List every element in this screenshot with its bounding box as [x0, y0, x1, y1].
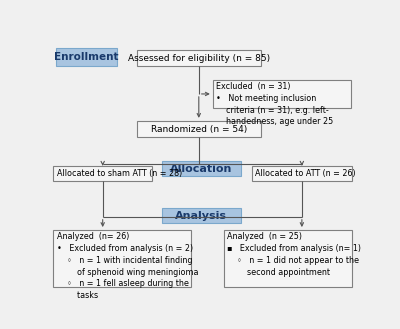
- Text: Analysis: Analysis: [175, 211, 227, 221]
- Text: Excluded  (n = 31)
•   Not meeting inclusion
    criteria (n = 31), e.g. left-
 : Excluded (n = 31) • Not meeting inclusio…: [216, 82, 334, 126]
- Text: Allocation: Allocation: [170, 164, 232, 174]
- FancyBboxPatch shape: [252, 166, 352, 181]
- FancyBboxPatch shape: [162, 161, 241, 176]
- FancyBboxPatch shape: [213, 80, 351, 108]
- Text: Randomized (n = 54): Randomized (n = 54): [151, 125, 247, 134]
- Text: Enrollment: Enrollment: [54, 52, 119, 62]
- FancyBboxPatch shape: [137, 121, 261, 137]
- FancyBboxPatch shape: [137, 50, 261, 66]
- FancyBboxPatch shape: [53, 230, 191, 287]
- FancyBboxPatch shape: [224, 230, 352, 287]
- Text: Analyzed  (n= 26)
•   Excluded from analysis (n = 2)
    ◦   n = 1 with incident: Analyzed (n= 26) • Excluded from analysi…: [57, 232, 198, 300]
- Text: Analyzed  (n = 25)
▪   Excluded from analysis (n= 1)
    ◦   n = 1 did not appea: Analyzed (n = 25) ▪ Excluded from analys…: [227, 232, 361, 277]
- FancyBboxPatch shape: [162, 209, 241, 223]
- Text: Allocated to sham ATT (n = 28): Allocated to sham ATT (n = 28): [57, 169, 182, 178]
- Text: Assessed for eligibility (n = 85): Assessed for eligibility (n = 85): [128, 54, 270, 63]
- Text: Allocated to ATT (n = 26): Allocated to ATT (n = 26): [255, 169, 356, 178]
- FancyBboxPatch shape: [53, 166, 152, 181]
- FancyBboxPatch shape: [56, 48, 117, 66]
